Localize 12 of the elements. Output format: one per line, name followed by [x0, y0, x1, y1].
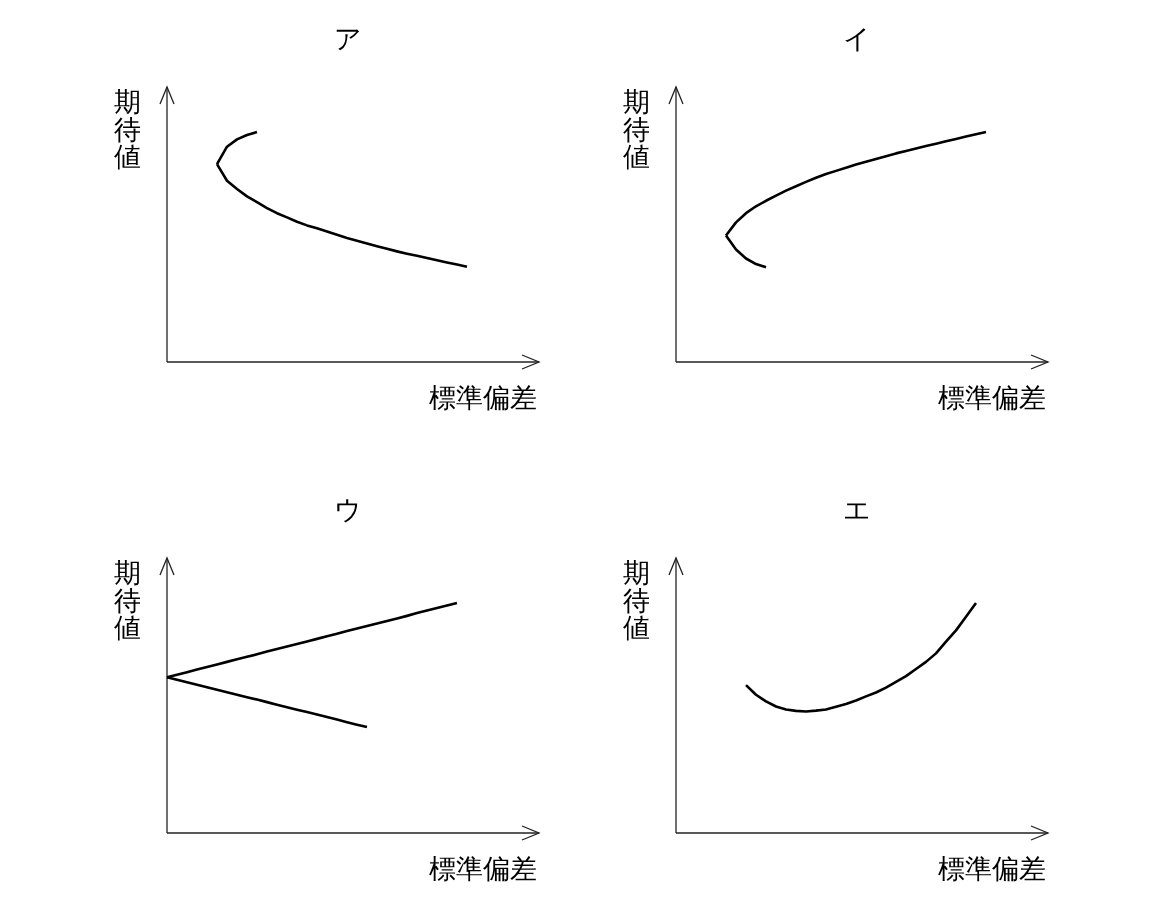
xlabel: 標準偏差 — [429, 854, 537, 884]
xlabel: 標準偏差 — [938, 854, 1046, 884]
ylabel: 期待値 — [113, 558, 141, 643]
title: エ — [843, 495, 871, 525]
ylabel: 期待値 — [113, 87, 141, 172]
xlabel: 標準偏差 — [429, 383, 537, 413]
title: ウ — [334, 495, 362, 525]
ylabel: 期待値 — [622, 87, 650, 172]
title: イ — [843, 24, 871, 54]
ylabel: 期待値 — [622, 558, 650, 643]
xlabel: 標準偏差 — [938, 383, 1046, 413]
title: ア — [334, 24, 362, 54]
